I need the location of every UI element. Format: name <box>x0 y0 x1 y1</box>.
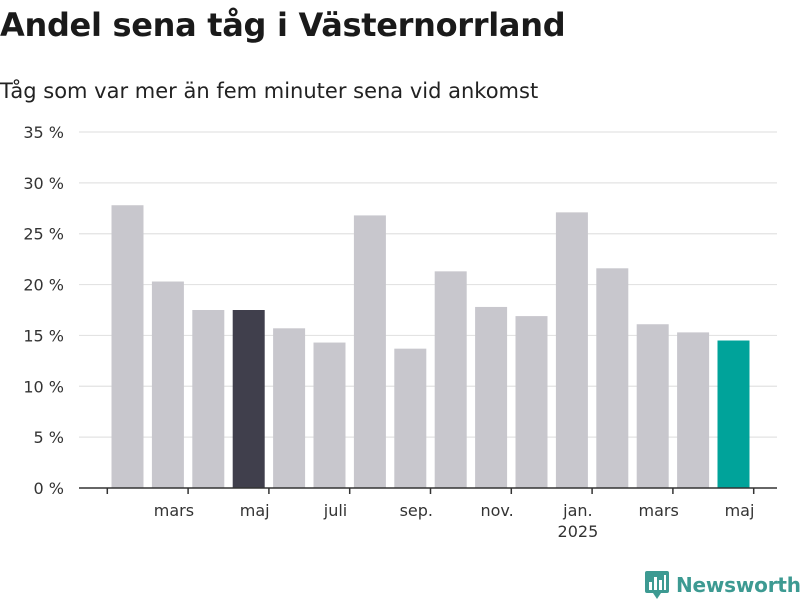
bar-2024-09 <box>394 348 427 488</box>
x-tick-year-label: 2025 <box>558 522 599 541</box>
x-tick-label: juli <box>323 501 347 520</box>
bar-2024-03 <box>151 281 184 488</box>
newsworthy-logo: Newsworthy <box>644 570 800 600</box>
x-axis <box>79 487 777 494</box>
bar-2024-04 <box>192 310 225 488</box>
bar-2024-05 <box>232 310 265 488</box>
x-tick-label: mars <box>639 501 679 520</box>
y-tick-label: 30 % <box>23 174 64 193</box>
bar-2024-02 <box>111 205 144 488</box>
bar-2025-05 <box>717 340 750 488</box>
x-tick-label: maj <box>240 501 270 520</box>
bar-2025-03 <box>636 324 669 488</box>
x-tick-label: jan. <box>562 501 592 520</box>
chart-subtitle: Tåg som var mer än fem minuter sena vid … <box>0 79 539 103</box>
bar-2024-12 <box>515 316 548 488</box>
bar-2024-06 <box>273 328 306 488</box>
bar-2024-07 <box>313 342 346 488</box>
chart-title: Andel sena tåg i Västernorrland <box>0 6 566 44</box>
newsworthy-logo-icon <box>645 571 669 599</box>
bar-2025-04 <box>677 332 710 488</box>
x-axis-tick-labels: mars maj juli sep. nov. jan. 2025 mars maj <box>154 501 755 541</box>
bars <box>111 205 750 489</box>
bar-2025-01 <box>555 212 588 488</box>
y-tick-label: 25 % <box>23 225 64 244</box>
y-tick-label: 0 % <box>34 479 64 498</box>
bar-2024-10 <box>434 271 467 488</box>
y-tick-label: 15 % <box>23 326 64 345</box>
y-tick-label: 10 % <box>23 377 64 396</box>
y-tick-label: 5 % <box>34 428 64 447</box>
x-tick-label: maj <box>725 501 755 520</box>
bar-2024-08 <box>353 215 386 489</box>
y-tick-label: 20 % <box>23 276 64 295</box>
x-tick-label: sep. <box>400 501 433 520</box>
bar-2025-02 <box>596 268 629 488</box>
y-tick-label: 35 % <box>23 123 64 142</box>
y-axis-tick-labels: 0 % 5 % 10 % 15 % 20 % 25 % 30 % 35 % <box>23 123 64 498</box>
x-tick-label: nov. <box>480 501 513 520</box>
logo-text: Newsworthy <box>676 573 800 597</box>
bar-2024-11 <box>475 306 508 488</box>
x-tick-label: mars <box>154 501 194 520</box>
